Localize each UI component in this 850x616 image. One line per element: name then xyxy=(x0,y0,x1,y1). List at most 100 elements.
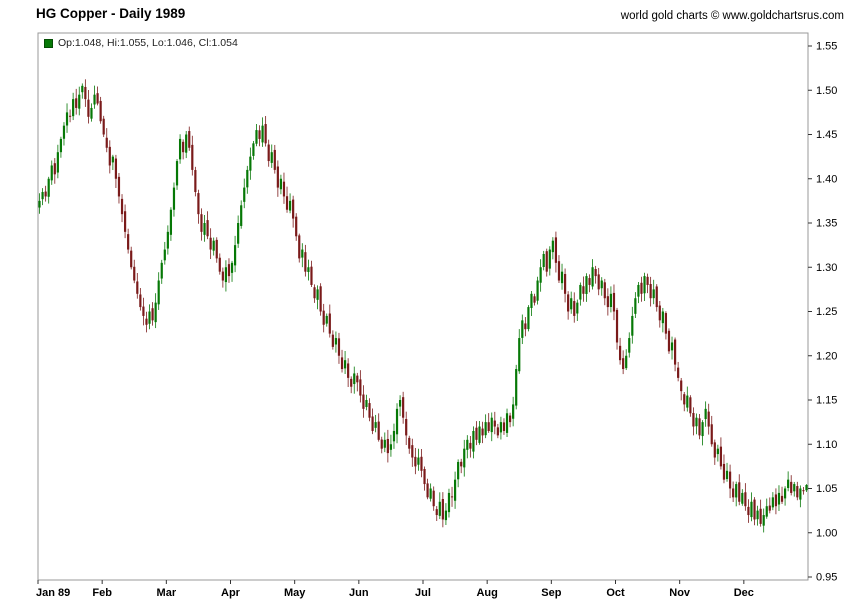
y-tick-label: 1.50 xyxy=(816,85,837,97)
candle xyxy=(670,336,674,360)
candle xyxy=(87,90,90,124)
candle xyxy=(72,92,75,121)
candle xyxy=(429,483,432,502)
candle xyxy=(606,288,609,316)
candle xyxy=(319,283,322,316)
candle xyxy=(463,439,466,477)
candle xyxy=(188,126,191,151)
candle xyxy=(261,117,264,147)
candle xyxy=(368,398,371,422)
candle xyxy=(765,498,768,519)
ohlc-legend-label: Op:1.048, Hi:1.055, Lo:1.046, Cl:1.054 xyxy=(58,37,238,49)
candle xyxy=(288,193,292,214)
candle xyxy=(573,292,576,323)
candle xyxy=(567,291,570,320)
candle xyxy=(490,412,493,442)
candle xyxy=(652,279,655,305)
candle xyxy=(759,499,762,527)
candle xyxy=(331,330,334,350)
candle xyxy=(105,128,108,153)
y-tick-label: 1.05 xyxy=(816,483,837,495)
candle xyxy=(166,225,169,255)
candle xyxy=(680,377,683,401)
candle xyxy=(698,414,701,440)
candle xyxy=(340,349,344,373)
candle xyxy=(472,426,475,459)
candle xyxy=(554,231,558,273)
candle xyxy=(395,403,399,444)
candle xyxy=(548,246,551,276)
candle xyxy=(322,303,325,333)
candle xyxy=(304,244,307,277)
y-tick-label: 1.10 xyxy=(816,439,837,451)
candle xyxy=(771,492,774,511)
candle xyxy=(313,284,316,303)
candle xyxy=(337,332,341,364)
candle xyxy=(160,259,163,284)
candle xyxy=(398,395,402,417)
candle xyxy=(735,481,738,507)
candle xyxy=(325,313,328,327)
candle xyxy=(53,158,56,184)
candle xyxy=(502,418,506,435)
candle xyxy=(768,497,771,514)
candle xyxy=(710,415,713,447)
candle xyxy=(38,193,41,214)
candle xyxy=(719,437,723,470)
candle xyxy=(774,488,778,515)
candle xyxy=(96,86,99,106)
candle xyxy=(356,372,359,392)
candle xyxy=(496,423,499,439)
candle xyxy=(258,125,261,147)
candle xyxy=(178,134,182,164)
candle xyxy=(695,413,698,435)
candle xyxy=(692,407,695,436)
legend-swatch-icon xyxy=(44,38,53,48)
candle xyxy=(411,438,414,467)
candle xyxy=(44,185,47,202)
candle xyxy=(570,291,573,314)
y-tick-label: 1.15 xyxy=(816,395,837,407)
candle xyxy=(56,144,59,179)
candle xyxy=(151,302,154,326)
candle xyxy=(655,284,658,312)
candle xyxy=(530,291,533,316)
candle xyxy=(597,267,600,296)
y-tick-label: 1.55 xyxy=(816,41,837,53)
candle xyxy=(744,483,747,511)
candle xyxy=(524,317,527,337)
candle xyxy=(634,292,637,319)
candle xyxy=(206,211,209,240)
candle xyxy=(756,505,759,526)
candle xyxy=(408,435,411,454)
candle xyxy=(41,188,44,206)
candle xyxy=(527,305,530,332)
candle xyxy=(603,278,606,306)
candle xyxy=(273,144,276,174)
candle xyxy=(93,85,96,109)
candle xyxy=(536,276,539,305)
y-tick-label: 1.40 xyxy=(816,173,837,185)
y-tick-label: 1.20 xyxy=(816,350,837,362)
candle xyxy=(508,412,512,428)
y-tick-label: 1.30 xyxy=(816,262,837,274)
candle xyxy=(738,474,741,506)
candle xyxy=(243,178,246,209)
candle xyxy=(237,215,240,248)
candle xyxy=(84,79,87,107)
candle xyxy=(747,499,750,523)
candle xyxy=(539,259,542,292)
candle xyxy=(350,376,353,394)
candle xyxy=(551,237,554,260)
x-tick-label: Jul xyxy=(415,587,431,599)
candle xyxy=(505,408,509,437)
y-tick-label: 1.45 xyxy=(816,129,837,141)
x-tick-label: Dec xyxy=(734,587,754,599)
candle xyxy=(380,436,383,454)
candle xyxy=(120,194,124,223)
candle xyxy=(457,459,460,488)
candle xyxy=(649,276,652,307)
candle xyxy=(78,86,81,116)
candle xyxy=(515,364,518,410)
candle xyxy=(585,273,588,302)
